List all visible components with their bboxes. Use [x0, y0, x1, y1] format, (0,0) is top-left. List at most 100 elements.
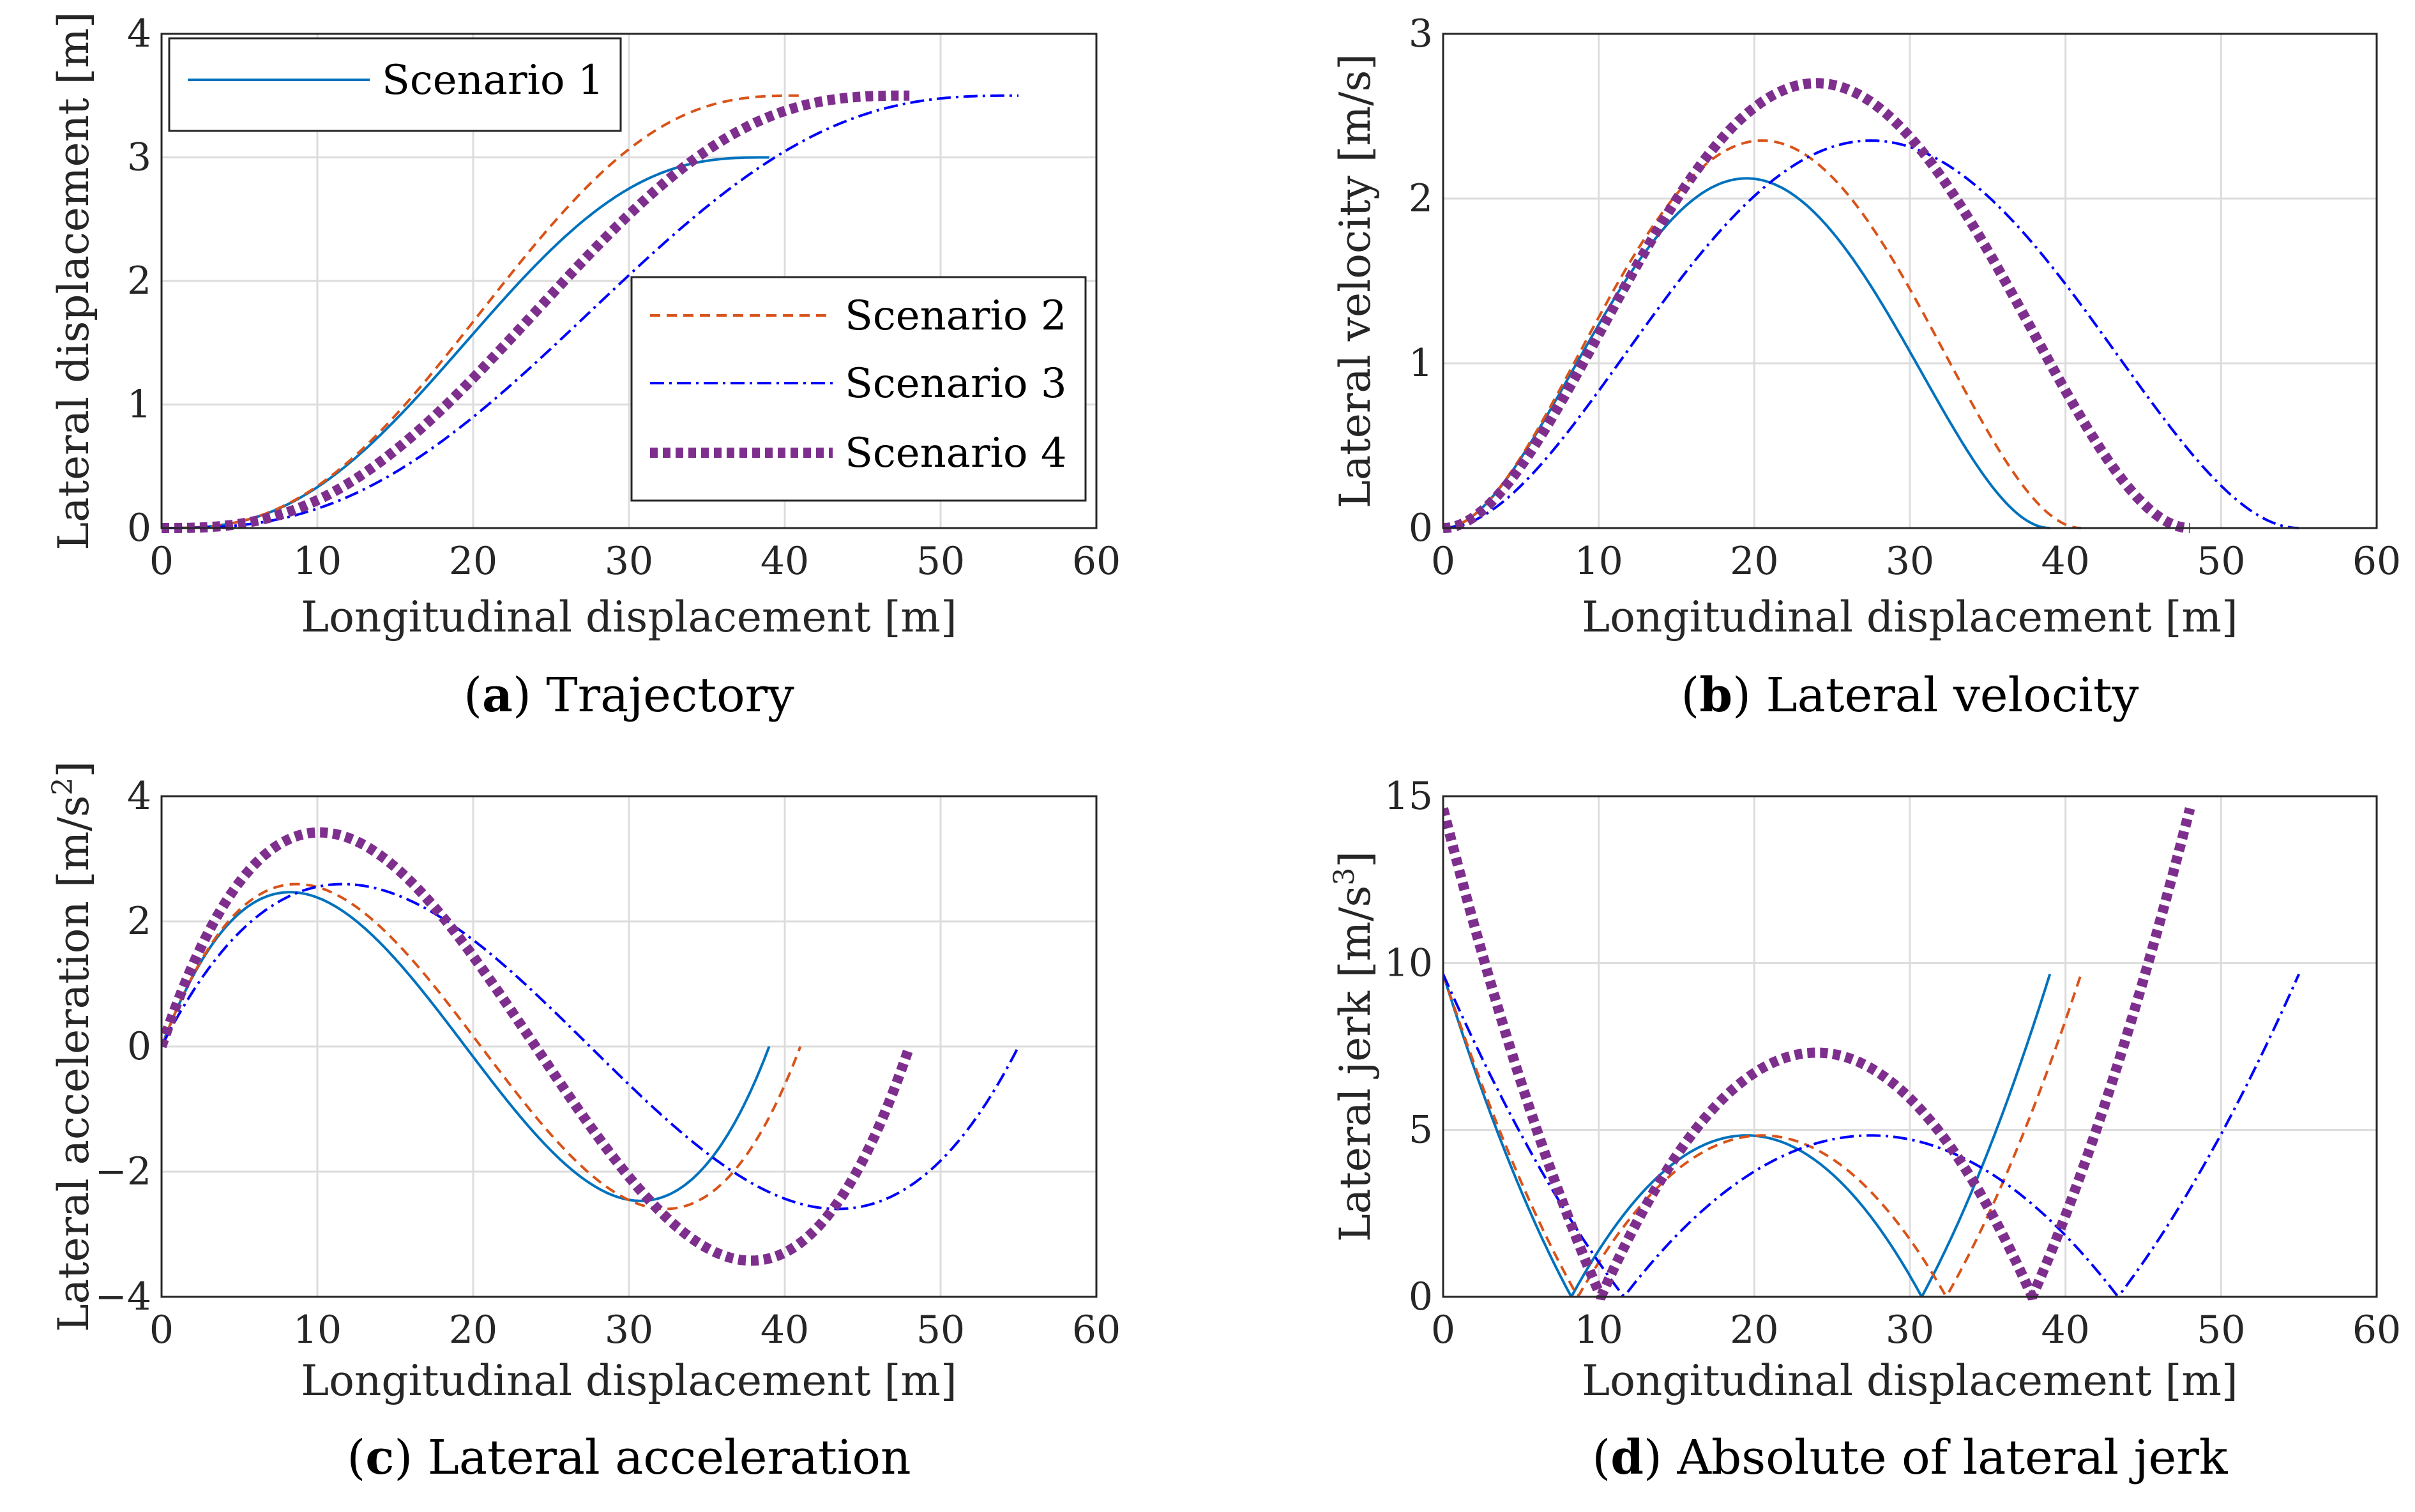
x-tick-label: 20 [1730, 539, 1778, 584]
y-tick-label: 3 [1409, 11, 1433, 56]
y-axis-label-text: Lateral acceleration [m/s [49, 796, 98, 1332]
x-tick-label: 20 [449, 1308, 497, 1352]
y-tick-label: 4 [127, 774, 151, 819]
subplot-caption: (a) Trajectory [464, 668, 794, 723]
y-tick-label: −4 [95, 1274, 151, 1319]
x-tick-label: 10 [1574, 1308, 1623, 1352]
y-tick-label: 15 [1384, 774, 1433, 819]
x-tick-label: 40 [761, 1308, 809, 1352]
caption-text: Absolute of lateral jerk [1676, 1430, 2228, 1485]
x-tick-label: 20 [449, 539, 497, 584]
y-axis-label: Lateral acceleration [m/s2] [47, 761, 99, 1332]
x-tick-label: 30 [1886, 539, 1934, 584]
y-axis-label-superscript: 3 [1328, 868, 1361, 886]
series-line-scenario-4 [162, 827, 914, 1266]
x-tick-label: 20 [1730, 1308, 1778, 1352]
series-line-scenario-1 [162, 891, 771, 1202]
y-tick-label: 3 [127, 135, 151, 180]
series-line-scenario-3 [1443, 139, 2299, 529]
series-line-scenario-1 [1443, 177, 2050, 529]
x-axis-label: Longitudinal displacement [m] [301, 593, 957, 642]
y-axis-label: Lateral displacement [m] [49, 11, 98, 550]
chart-b: 0 10 20 30 40 50 60 0 1 2 3 Longitudinal displaceme… [1331, 11, 2401, 723]
y-axis-label-text: Lateral displacement [m] [49, 11, 98, 550]
axes-box [1442, 795, 2378, 1298]
series-line-scenario-2 [1443, 139, 2082, 529]
y-axis-label-superscript: 2 [47, 778, 79, 796]
y-tick-label: 0 [1409, 506, 1433, 550]
caption-letter: c [365, 1430, 394, 1485]
y-tick-label: 0 [127, 506, 151, 550]
x-tick-label: 40 [2041, 1308, 2089, 1352]
y-axis-label: Lateral velocity [m/s] [1331, 54, 1380, 508]
y-axis-label-end: ] [1331, 851, 1380, 868]
axes-box [1442, 33, 2378, 529]
chart-a: 0 10 20 30 40 50 60 0 1 2 3 4 Longitudinal displacem… [49, 11, 1121, 723]
series-line-scenario-4 [1443, 807, 2195, 1301]
x-tick-label: 0 [149, 539, 174, 584]
x-axis-label: Longitudinal displacement [m] [1582, 593, 2237, 642]
axes-box [160, 33, 1098, 529]
x-tick-label: 50 [2197, 539, 2245, 584]
legend-label-scenario-3: Scenario 3 [845, 360, 1067, 407]
series-line-scenario-3 [162, 882, 1020, 1211]
legend-box-1 [168, 37, 622, 132]
x-tick-label: 50 [916, 1308, 965, 1352]
x-tick-label: 30 [1886, 1308, 1934, 1352]
y-tick-label: 0 [1409, 1274, 1433, 1319]
legend-label-scenario-4: Scenario 4 [845, 430, 1067, 477]
y-tick-label: 0 [127, 1024, 151, 1069]
x-tick-label: 30 [605, 539, 653, 584]
y-tick-label: 4 [127, 11, 151, 56]
x-tick-label: 50 [916, 539, 965, 584]
x-tick-label: 10 [293, 1308, 342, 1352]
x-axis-label: Longitudinal displacement [m] [1582, 1356, 2237, 1405]
x-tick-label: 40 [761, 539, 809, 584]
series-line-scenario-4 [162, 90, 910, 533]
x-tick-label: 0 [1431, 539, 1455, 584]
series-line-scenario-3 [1443, 973, 2301, 1297]
y-axis-label: Lateral jerk [m/s3] [1328, 851, 1381, 1242]
legend-label-scenario-1: Scenario 1 [382, 57, 604, 104]
caption-text: Trajectory [546, 668, 794, 723]
x-tick-label: 0 [149, 1308, 174, 1352]
legend-label-scenario-2: Scenario 2 [845, 292, 1067, 340]
chart-d: 0 10 20 30 40 50 60 0 5 10 15 Longitudinal displace… [1328, 774, 2402, 1485]
legend: Scenario 1 Scenario 2 Scenario 3 Scenario 4 [168, 37, 1087, 502]
chart-c: 0 10 20 30 40 50 60 −4 −2 0 2 4 Longitudinal displac… [47, 761, 1121, 1485]
y-tick-label: 1 [127, 382, 151, 427]
x-tick-label: 30 [605, 1308, 653, 1352]
y-tick-label: 10 [1384, 941, 1433, 985]
caption-letter: a [482, 668, 513, 723]
series-line-scenario-3 [162, 94, 1018, 529]
y-tick-label: 5 [1409, 1108, 1433, 1153]
series-line-scenario-2 [162, 94, 801, 529]
y-axis-label-text: Lateral jerk [m/s [1331, 886, 1380, 1242]
subplot-caption: (d) Absolute of lateral jerk [1592, 1430, 2228, 1485]
y-tick-label: 2 [1409, 176, 1433, 221]
x-tick-label: 60 [1072, 539, 1121, 584]
x-tick-label: 60 [2352, 539, 2401, 584]
y-tick-label: 1 [1409, 341, 1433, 386]
y-axis-label-end: ] [49, 761, 98, 778]
y-tick-label: −2 [95, 1149, 151, 1194]
x-tick-label: 0 [1431, 1308, 1455, 1352]
x-tick-label: 50 [2197, 1308, 2245, 1352]
caption-text: Lateral velocity [1766, 668, 2139, 723]
x-axis-label: Longitudinal displacement [m] [301, 1356, 957, 1405]
y-tick-label: 2 [127, 259, 151, 303]
x-tick-label: 60 [2352, 1308, 2401, 1352]
x-tick-label: 60 [1072, 1308, 1121, 1352]
axes-box [160, 795, 1098, 1298]
x-tick-label: 10 [293, 539, 342, 584]
caption-text: Lateral acceleration [428, 1430, 911, 1485]
x-tick-label: 40 [2041, 539, 2089, 584]
subplot-caption: (c) Lateral acceleration [347, 1430, 911, 1485]
caption-letter: d [1610, 1430, 1644, 1485]
subplot-caption: (b) Lateral velocity [1681, 668, 2139, 723]
series-line-scenario-2 [1443, 973, 2082, 1297]
caption-letter: b [1699, 668, 1732, 723]
y-tick-label: 2 [127, 899, 151, 944]
x-tick-label: 10 [1574, 539, 1623, 584]
y-axis-label-text: Lateral velocity [m/s] [1331, 54, 1380, 508]
